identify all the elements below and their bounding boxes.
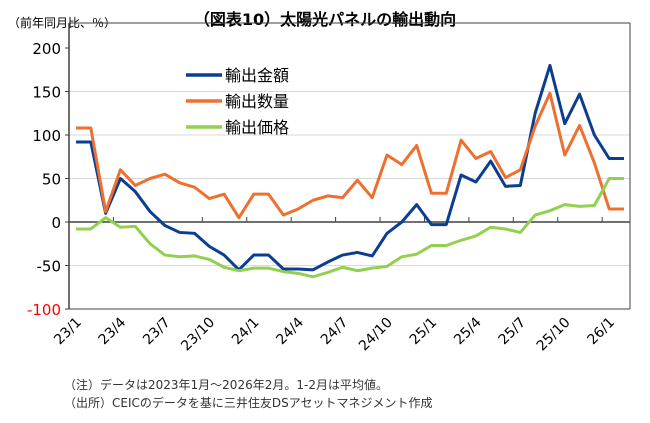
x-tick-label: 25/4 — [451, 314, 485, 348]
x-tick-label: 23/10 — [178, 315, 218, 355]
legend-label: 輸出価格 — [225, 118, 289, 137]
y-tick-label: 0 — [51, 214, 61, 232]
chart-title: （図表10）太陽光パネルの輸出動向 — [193, 10, 457, 29]
x-tick-label: 25/7 — [496, 315, 530, 349]
y-tick-label: 150 — [32, 84, 61, 102]
y-tick-label: 100 — [32, 127, 61, 145]
x-tick-label: 23/4 — [96, 314, 130, 348]
legend-label: 輸出数量 — [225, 92, 289, 111]
y-axis-label: （前年同月比、％） — [8, 16, 117, 30]
x-tick-label: 23/1 — [51, 315, 85, 349]
plot-area — [69, 8, 630, 309]
x-tick-label: 25/10 — [534, 315, 574, 355]
y-tick-label: 50 — [42, 171, 61, 189]
series-line-1 — [76, 63, 624, 272]
series-line-3 — [76, 177, 624, 279]
y-tick-label: -100 — [27, 301, 61, 319]
x-tick-label: 24/4 — [273, 314, 307, 348]
x-tick-label: 24/7 — [318, 315, 352, 349]
y-tick-label: 200 — [32, 40, 61, 58]
x-tick-label: 26/1 — [584, 315, 618, 349]
series-line-2 — [76, 91, 624, 220]
x-tick-label: 24/10 — [356, 315, 396, 355]
x-tick-label: 23/7 — [140, 315, 174, 349]
x-tick-label: 24/1 — [229, 315, 263, 349]
y-tick-label: -50 — [37, 258, 62, 276]
x-tick-label: 25/1 — [407, 315, 441, 349]
legend-label: 輸出金額 — [225, 66, 289, 85]
note-text: （注）データは2023年1月～2026年2月。1-2月は平均値。 — [64, 378, 388, 392]
source-text: （出所）CEICのデータを基に三井住友DSアセットマネジメント作成 — [64, 396, 433, 410]
